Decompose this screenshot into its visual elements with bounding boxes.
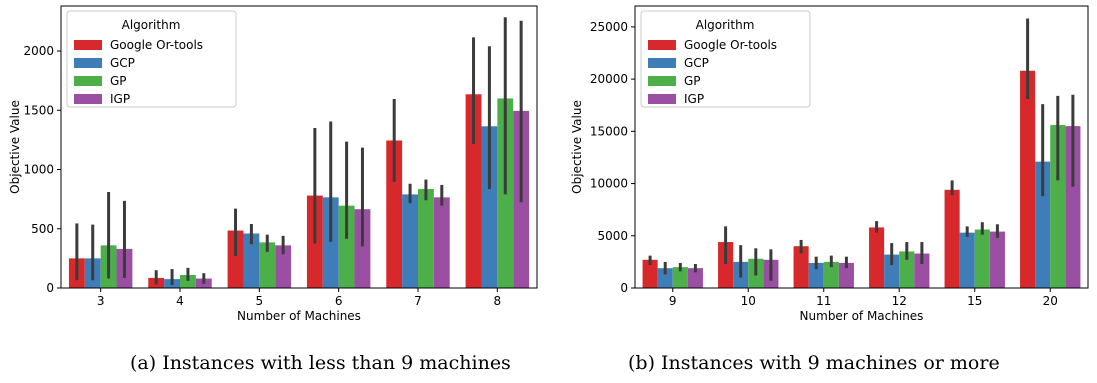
x-tick-label: 7 [414, 294, 422, 308]
bar [808, 262, 824, 288]
bar [322, 197, 339, 288]
legend-label: GCP [110, 56, 135, 70]
chart-left: 0 500 1000 1500 2000 3 4 5 6 7 8 Number of Machines… [8, 5, 538, 323]
bar [914, 253, 930, 288]
legend-label: GCP [684, 56, 709, 70]
bar [1035, 161, 1051, 288]
y-axis-label: Objective Value [570, 100, 584, 194]
x-tick-label: 6 [335, 294, 343, 308]
x-tick-label: 20 [1043, 294, 1058, 308]
bar [1020, 70, 1036, 288]
x-tick-label: 15 [967, 294, 982, 308]
bar [1050, 125, 1066, 288]
x-tick-label: 12 [892, 294, 907, 308]
legend-label: Google Or-tools [110, 38, 203, 52]
x-tick-label: 3 [97, 294, 105, 308]
x-tick-label: 8 [494, 294, 502, 308]
y-tick-label: 0 [620, 281, 628, 295]
legend: Algorithm Google Or-tools GCP GP IGP [640, 10, 811, 108]
legend-box [66, 10, 237, 108]
y-tick-label: 500 [31, 222, 54, 236]
bar [465, 94, 482, 289]
bar [944, 189, 960, 288]
y-tick-label: 2000 [23, 44, 54, 58]
x-tick-label: 9 [669, 294, 677, 308]
x-tick-label: 5 [256, 294, 264, 308]
y-tick-label: 1500 [23, 103, 54, 117]
bar [657, 268, 673, 288]
legend-swatch [74, 58, 102, 68]
bar [259, 242, 276, 288]
y-tick-label: 10000 [590, 177, 628, 191]
y-tick-label: 20000 [590, 72, 628, 86]
bar [180, 274, 196, 288]
x-tick-label: 10 [741, 294, 756, 308]
y-tick-label: 15000 [590, 124, 628, 138]
bar [275, 245, 292, 288]
y-tick-label: 0 [46, 281, 54, 295]
plot-area [642, 18, 1081, 288]
bar [243, 233, 260, 288]
bar [869, 227, 885, 288]
bar [418, 189, 434, 288]
x-tick-label: 11 [816, 294, 831, 308]
legend-label: IGP [110, 92, 130, 106]
bar [481, 126, 498, 288]
caption-right: (b) Instances with 9 machines or more [628, 352, 1000, 374]
bar [884, 254, 900, 288]
bar [433, 197, 450, 288]
bar [793, 246, 809, 288]
x-axis-label: Number of Machines [800, 309, 924, 323]
legend: Algorithm Google Or-tools GCP GP IGP [66, 10, 237, 108]
legend-swatch [648, 76, 676, 86]
y-axis-label: Objective Value [8, 100, 22, 194]
bar [402, 194, 418, 288]
x-tick-label: 4 [176, 294, 184, 308]
bar [386, 140, 403, 288]
legend-label: Google Or-tools [684, 38, 777, 52]
legend-swatch [74, 40, 102, 50]
legend-swatch [648, 40, 676, 50]
legend-title: Algorithm [122, 18, 181, 32]
legend-swatch [648, 94, 676, 104]
bar [718, 242, 734, 288]
chart-right: 0 5000 10000 15000 20000 25000 9 10 11 12 15 20 Numb… [570, 5, 1089, 323]
legend-label: GP [110, 74, 127, 88]
bar [642, 259, 658, 288]
bar [989, 231, 1005, 288]
legend-swatch [648, 58, 676, 68]
y-tick-label: 5000 [597, 229, 628, 243]
bar [687, 268, 703, 288]
bar [899, 251, 915, 288]
bar [354, 209, 371, 288]
y-tick-label: 1000 [23, 163, 54, 177]
bar [959, 232, 975, 288]
legend-title: Algorithm [696, 18, 755, 32]
bar [974, 229, 990, 288]
legend-label: IGP [684, 92, 704, 106]
bar [672, 267, 688, 288]
bar [838, 262, 854, 288]
caption-left: (a) Instances with less than 9 machines [130, 352, 511, 374]
axes-frame [634, 5, 1089, 289]
bar [227, 230, 244, 288]
plot-area [68, 17, 530, 289]
bar [338, 205, 355, 288]
legend-label: GP [684, 74, 701, 88]
bar [1065, 126, 1081, 288]
legend-swatch [74, 76, 102, 86]
x-axis-label: Number of Machines [237, 309, 361, 323]
y-tick-label: 25000 [590, 20, 628, 34]
axes-frame [60, 5, 538, 289]
bar [823, 261, 839, 288]
legend-box [640, 10, 811, 108]
legend-swatch [74, 94, 102, 104]
